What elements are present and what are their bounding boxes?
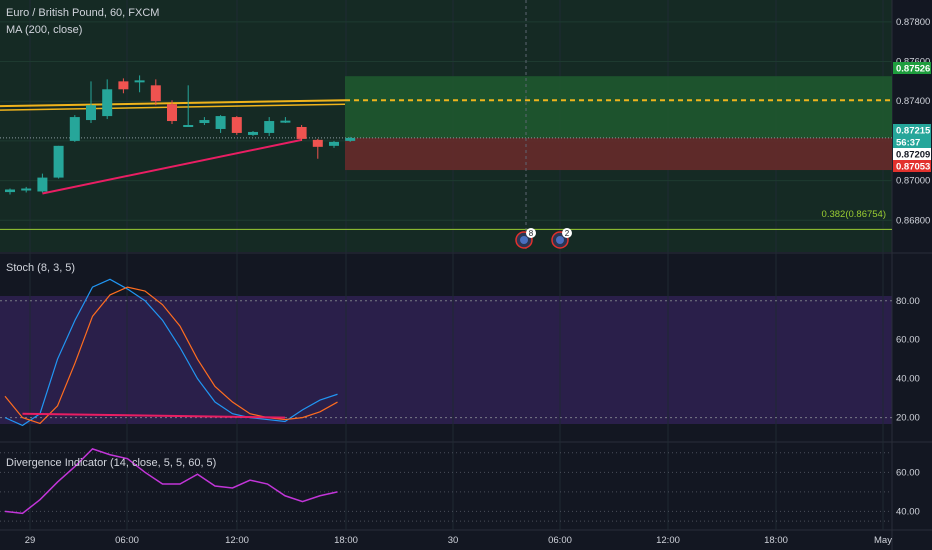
price-tag-label: 0.87526: [896, 64, 930, 75]
stoch-series[interactable]: [0, 278, 892, 427]
candle-body[interactable]: [296, 126, 307, 139]
stoch-tick-label[interactable]: 80.00: [896, 296, 920, 307]
price-tick-label[interactable]: 0.87000: [896, 176, 930, 187]
globe-icon: [556, 236, 564, 244]
event-marker[interactable]: 2: [551, 228, 572, 249]
event-count-badge: [562, 228, 572, 238]
ma-legend[interactable]: MA (200, close): [6, 24, 82, 36]
price-tag-bg: [893, 160, 931, 172]
stoch-d-line[interactable]: [4, 286, 338, 425]
event-count: 2: [565, 229, 570, 238]
price-tag-label: 56:37: [896, 138, 920, 149]
stoch-tick-label[interactable]: 20.00: [896, 413, 920, 424]
price-tag-label: 0.87053: [896, 162, 930, 173]
stoch-legend[interactable]: Stoch (8, 3, 5): [6, 262, 75, 274]
time-tick-label[interactable]: 30: [448, 535, 459, 546]
price-tick-label[interactable]: 0.86800: [896, 215, 930, 226]
candle-body[interactable]: [215, 116, 226, 129]
candle-body[interactable]: [264, 121, 275, 133]
price-tick-label[interactable]: 0.87400: [896, 96, 930, 107]
time-tick-label[interactable]: 12:00: [225, 535, 249, 546]
price-tag-label: 0.87215: [896, 126, 931, 137]
price-tag-bg: [893, 124, 931, 136]
globe-icon: [520, 236, 528, 244]
candle-body[interactable]: [102, 89, 113, 117]
candle-body[interactable]: [53, 145, 64, 178]
stoch-divergence-line[interactable]: [22, 412, 286, 419]
divergence-legend[interactable]: Divergence Indicator (14, close, 5, 5, 6…: [6, 457, 216, 469]
event-count: 8: [529, 229, 534, 238]
position-zones[interactable]: [345, 76, 892, 171]
stoch-band-bg: [0, 296, 892, 424]
time-tick-label[interactable]: 06:00: [548, 535, 572, 546]
candlestick-series[interactable]: [5, 75, 356, 195]
divergence-tick-label[interactable]: 60.00: [896, 467, 920, 478]
candle-body[interactable]: [231, 117, 242, 133]
stoch-tick-label[interactable]: 60.00: [896, 335, 920, 346]
time-tick-label[interactable]: 18:00: [764, 535, 788, 546]
divergence-tick-label[interactable]: 40.00: [896, 506, 920, 517]
candle-body[interactable]: [183, 125, 194, 128]
time-tick-label[interactable]: 29: [25, 535, 36, 546]
candle-body[interactable]: [199, 120, 210, 124]
candle-body[interactable]: [86, 105, 96, 121]
event-count-badge: [526, 228, 536, 238]
price-tick-label[interactable]: 0.87800: [896, 17, 930, 28]
candle-body[interactable]: [118, 81, 129, 90]
candle-body[interactable]: [150, 85, 161, 102]
candle-body[interactable]: [329, 141, 339, 146]
price-tag-bg: [893, 62, 931, 74]
candle-body[interactable]: [280, 120, 291, 123]
price-tag-label: 0.87209: [896, 150, 930, 161]
time-tick-label[interactable]: 18:00: [334, 535, 358, 546]
stoch-tick-label[interactable]: 40.00: [896, 374, 920, 385]
event-marker[interactable]: 8: [515, 228, 536, 249]
candle-body[interactable]: [312, 139, 323, 147]
price-tag-bg: [893, 136, 931, 148]
time-tick-label[interactable]: May: [874, 535, 892, 546]
divergence-pane-bg: [0, 443, 892, 530]
candle-body[interactable]: [37, 177, 48, 192]
candle-body[interactable]: [345, 137, 356, 141]
trend-line[interactable]: [42, 138, 302, 195]
candle-body[interactable]: [167, 104, 177, 122]
candle-body[interactable]: [69, 117, 80, 141]
time-tick-label[interactable]: 06:00: [115, 535, 139, 546]
divergence-series[interactable]: [0, 448, 892, 522]
price-tag-bg: [893, 148, 931, 160]
time-tick-label[interactable]: 12:00: [656, 535, 680, 546]
stop-zone[interactable]: [345, 137, 892, 171]
candle-body[interactable]: [134, 80, 145, 83]
symbol-legend[interactable]: Euro / British Pound, 60, FXCM: [6, 7, 159, 19]
candle-body[interactable]: [5, 189, 15, 193]
fib-label: 0.382(0.86754): [822, 209, 886, 220]
candle-body[interactable]: [248, 131, 258, 135]
stoch-k-line[interactable]: [4, 278, 338, 427]
target-zone[interactable]: [345, 76, 892, 138]
divergence-line[interactable]: [4, 448, 338, 515]
candle-body[interactable]: [21, 188, 32, 191]
